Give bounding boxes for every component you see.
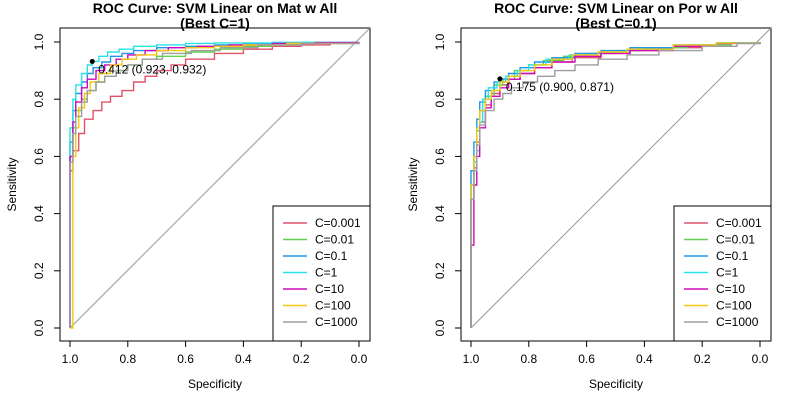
- legend-label: C=10: [315, 282, 344, 296]
- x-tick-label: 0.4: [636, 352, 653, 366]
- legend-label: C=0.001: [716, 216, 762, 230]
- chart-title: ROC Curve: SVM Linear on Mat w All: [93, 0, 338, 16]
- roc-panel-2: ROC Curve: SVM Linear on Por w All(Best …: [406, 0, 772, 391]
- legend: C=0.001 C=0.01 C=0.1 C=1 C=10 C=100 C=1000: [272, 205, 371, 342]
- x-axis-label: Specificity: [589, 377, 643, 391]
- legend-label: C=1000: [716, 315, 759, 329]
- y-tick-label: 0.6: [32, 148, 46, 165]
- x-tick-label: 0.4: [235, 352, 252, 366]
- x-tick-label: 0.6: [177, 352, 194, 366]
- chart-subtitle: (Best C=0.1): [575, 15, 656, 31]
- best-threshold-label: 0.175 (0.900, 0.871): [506, 80, 614, 94]
- legend-label: C=0.01: [315, 233, 354, 247]
- y-tick-label: 0.0: [433, 319, 447, 336]
- x-tick-label: 1.0: [62, 352, 79, 366]
- x-tick-label: 1.0: [463, 352, 480, 366]
- y-tick-label: 0.0: [32, 319, 46, 336]
- x-tick-label: 0.2: [293, 352, 310, 366]
- chart-title: ROC Curve: SVM Linear on Por w All: [494, 0, 738, 16]
- y-tick-label: 0.4: [32, 205, 46, 222]
- x-tick-label: 0.0: [351, 352, 368, 366]
- legend-label: C=0.1: [716, 249, 749, 263]
- legend-label: C=1: [315, 266, 338, 280]
- chart-subtitle: (Best C=1): [180, 15, 250, 31]
- y-tick-label: 1.0: [32, 33, 46, 50]
- legend-label: C=10: [716, 282, 745, 296]
- chance-diagonal: [69, 27, 371, 329]
- x-tick-label: 0.6: [578, 352, 595, 366]
- best-threshold-point: [497, 76, 503, 82]
- x-tick-label: 0.2: [694, 352, 711, 366]
- legend-label: C=0.1: [315, 249, 348, 263]
- roc-curve-c-1: [69, 41, 360, 328]
- y-tick-label: 0.2: [32, 262, 46, 279]
- legend-label: C=100: [315, 299, 351, 313]
- y-tick-label: 0.2: [433, 262, 447, 279]
- x-tick-label: 0.8: [520, 352, 537, 366]
- best-threshold-point: [89, 58, 95, 64]
- y-axis-label: Sensitivity: [5, 157, 19, 211]
- x-tick-label: 0.8: [119, 352, 136, 366]
- roc-curve-c-1000: [470, 42, 761, 328]
- legend-label: C=100: [716, 299, 752, 313]
- legend-label: C=1000: [315, 315, 358, 329]
- y-tick-label: 0.8: [32, 91, 46, 108]
- y-tick-label: 0.8: [433, 91, 447, 108]
- y-tick-label: 0.4: [433, 205, 447, 222]
- legend-label: C=1: [716, 266, 739, 280]
- y-axis-label: Sensitivity: [406, 157, 420, 211]
- roc-panel-1: ROC Curve: SVM Linear on Mat w All(Best …: [5, 0, 371, 391]
- x-tick-label: 0.0: [752, 352, 769, 366]
- y-tick-label: 1.0: [433, 33, 447, 50]
- roc-curve-c-100: [470, 42, 761, 328]
- best-threshold-label: 0.412 (0.923, 0.932): [98, 62, 206, 76]
- chance-diagonal: [470, 27, 772, 329]
- legend-label: C=0.001: [315, 216, 361, 230]
- y-tick-label: 0.6: [433, 148, 447, 165]
- legend: C=0.001 C=0.01 C=0.1 C=1 C=10 C=100 C=1000: [673, 205, 772, 342]
- legend-label: C=0.01: [716, 233, 755, 247]
- legend-box: [272, 205, 371, 342]
- legend-box: [673, 205, 772, 342]
- roc-curve-c-1000: [69, 42, 360, 328]
- x-axis-label: Specificity: [188, 377, 242, 391]
